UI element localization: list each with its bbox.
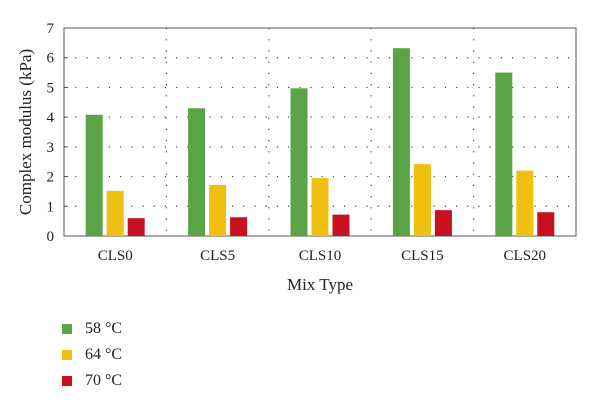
y-tick-label: 2 [47,170,55,186]
bar-cls15-70c [434,210,452,236]
y-tick-label: 5 [47,80,55,96]
y-tick-label: 4 [47,110,55,126]
x-tick-label: CLS20 [504,248,547,264]
bar-cls0-64c [106,190,124,236]
y-tick-label: 1 [47,199,55,215]
bar-cls0-58c [85,114,103,236]
y-axis-title: Complex modulus (kPa) [16,49,35,215]
legend-label-64c: 64 °C [85,346,123,363]
x-tick-label: CLS15 [401,248,444,264]
legend-swatch-64c [62,350,72,360]
y-tick-label: 3 [47,140,55,156]
bar-cls10-70c [332,214,350,236]
legend-label-70c: 70 °C [85,372,123,389]
legend-swatch-70c [62,376,72,386]
x-axis-ticks: CLS0 CLS5 CLS10 CLS15 CLS20 [98,248,546,264]
bar-cls0-70c [127,218,145,236]
grid-lines [64,28,576,236]
bar-cls15-64c [413,164,431,236]
legend-item-58c: 58 °C [62,316,122,342]
bars [85,48,555,236]
y-tick-label: 7 [47,21,55,37]
y-axis-ticks: 0 1 2 3 4 5 6 7 [47,21,68,245]
bar-cls10-64c [311,178,329,236]
bar-cls20-58c [495,72,513,236]
legend: 58 °C 64 °C 70 °C [62,316,122,394]
bar-cls15-58c [392,48,410,236]
y-tick-label: 6 [47,51,55,67]
legend-item-64c: 64 °C [62,342,122,368]
bar-cls5-58c [188,108,206,236]
bar-cls20-64c [516,170,534,236]
x-tick-label: CLS0 [98,248,133,264]
x-tick-label: CLS5 [200,248,235,264]
bar-cls5-70c [230,217,248,236]
bar-cls5-64c [209,184,227,236]
x-axis-title: Mix Type [287,275,353,294]
legend-item-70c: 70 °C [62,368,122,394]
y-tick-label: 0 [47,229,55,245]
legend-label-58c: 58 °C [85,320,123,337]
legend-swatch-58c [62,324,72,334]
x-tick-label: CLS10 [299,248,342,264]
bar-cls10-58c [290,88,308,236]
bar-cls20-70c [537,212,555,236]
